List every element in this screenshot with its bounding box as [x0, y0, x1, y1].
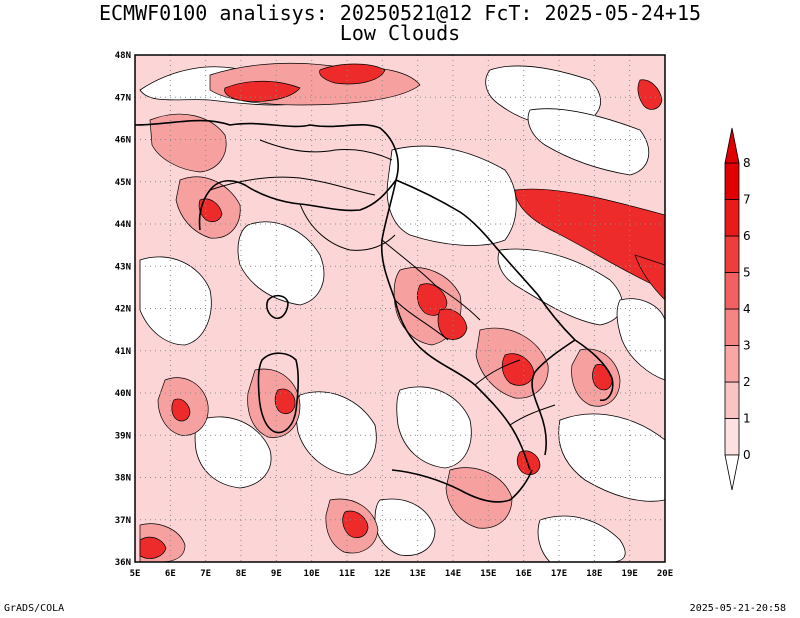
lon-tick-label: 13E	[410, 569, 426, 579]
colorbar-label: 4	[743, 302, 751, 316]
lat-tick-label: 48N	[115, 51, 131, 61]
lon-tick-label: 7E	[200, 569, 211, 579]
lon-tick-label: 5E	[130, 569, 141, 579]
lon-tick-label: 10E	[304, 569, 320, 579]
lat-tick-label: 41N	[115, 347, 131, 357]
lon-tick-label: 11E	[339, 569, 355, 579]
lat-tick-label: 46N	[115, 136, 131, 146]
colorbar-swatch	[724, 272, 740, 310]
map-subtitle: Low Clouds	[339, 21, 461, 45]
colorbar-top-arrow	[724, 127, 740, 164]
lon-tick-label: 15E	[480, 569, 496, 579]
colorbar-label: 3	[743, 339, 751, 353]
lat-tick-label: 45N	[115, 178, 131, 188]
lat-tick-label: 37N	[115, 516, 131, 526]
colorbar-swatch	[724, 345, 740, 383]
plot-frame	[134, 54, 666, 563]
colorbar-swatch	[724, 162, 740, 200]
colorbar-label: 6	[743, 229, 751, 243]
lon-tick-label: 6E	[165, 569, 176, 579]
map-title: ECMWF0100 analisys: 20250521@12 FcT: 202…	[98, 1, 702, 25]
lon-tick-label: 20E	[657, 569, 673, 579]
longitude-labels: 5E 6E 7E 8E 9E 10E 11E 12E 13E 14E 15E 16E 17E 18E 19E…	[130, 569, 674, 579]
lat-tick-label: 39N	[115, 431, 131, 441]
lat-tick-label: 38N	[115, 474, 131, 484]
colorbar-swatch	[724, 308, 740, 346]
colorbar-swatch	[724, 381, 740, 419]
lat-tick-label: 42N	[115, 305, 131, 315]
lon-tick-label: 18E	[586, 569, 602, 579]
lat-tick-label: 44N	[115, 220, 131, 230]
region-borders	[209, 139, 556, 426]
latitude-labels: 36N 37N 38N 39N 40N 41N 42N 43N 44N 45N 46N 47N 48N	[115, 51, 131, 568]
lat-tick-label: 47N	[115, 93, 131, 103]
lon-tick-label: 17E	[551, 569, 567, 579]
colorbar-label: 1	[743, 412, 751, 426]
colorbar-label: 8	[743, 156, 751, 170]
lon-tick-label: 8E	[236, 569, 247, 579]
colorbar-swatch	[724, 418, 740, 456]
lat-tick-label: 36N	[115, 558, 131, 568]
lon-tick-label: 14E	[445, 569, 461, 579]
colorbar-label: 7	[743, 193, 751, 207]
lon-tick-label: 16E	[516, 569, 532, 579]
lon-tick-label: 9E	[271, 569, 282, 579]
lat-tick-label: 43N	[115, 262, 131, 272]
colorbar: 0 1 2 3 4 5 6 7 8	[724, 127, 751, 491]
colorbar-label: 5	[743, 266, 751, 280]
footer-timestamp: 2025-05-21-20:58	[689, 603, 786, 614]
lon-tick-label: 19E	[622, 569, 638, 579]
colorbar-label: 2	[743, 375, 751, 389]
footer-credit: GrADS/COLA	[4, 603, 65, 614]
colorbar-swatch	[724, 199, 740, 237]
lon-tick-label: 12E	[374, 569, 390, 579]
colorbar-bottom-arrow	[724, 454, 740, 491]
lat-tick-label: 40N	[115, 389, 131, 399]
colorbar-swatch	[724, 235, 740, 273]
colorbar-label: 0	[743, 448, 751, 462]
